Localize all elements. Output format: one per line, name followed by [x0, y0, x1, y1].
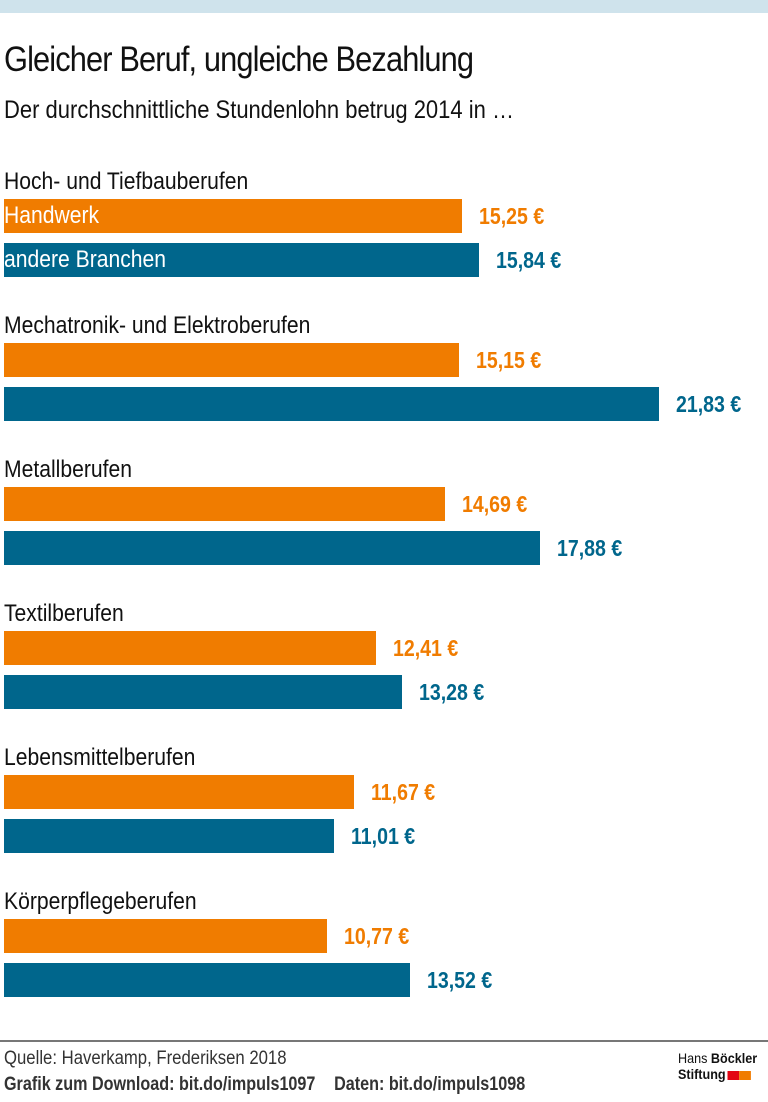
data-label: 10,77 €: [344, 923, 410, 949]
data-label: 17,88 €: [557, 535, 623, 561]
bar-handwerk: [4, 919, 328, 953]
data-label: 15,15 €: [475, 347, 541, 373]
data-label: 11,67 €: [371, 779, 436, 805]
bar-handwerk: [4, 199, 462, 233]
logo: Hans Böckler Stiftung: [678, 1050, 758, 1082]
bar-andere-branchen: [4, 963, 410, 997]
data-label: 14,69 €: [461, 491, 528, 517]
data-label: 13,52 €: [426, 967, 492, 993]
footer-divider: [0, 1040, 768, 1042]
bar-chart: Hoch- und Tiefbauberufen Handwerk 15,25 € a…: [0, 160, 768, 1020]
category-label: Hoch- und Tiefbauberufen: [4, 168, 249, 195]
data-label: 15,25 €: [478, 203, 544, 229]
legend-label: andere Branchen: [4, 246, 167, 273]
data-label: 12,41 €: [393, 635, 459, 661]
bar-andere-branchen: [4, 387, 659, 421]
category-label: Mechatronik- und Elektroberufen: [4, 312, 311, 339]
data-label: 15,84 €: [496, 247, 562, 273]
data-label: 13,28 €: [419, 679, 485, 705]
bar-handwerk: [4, 775, 355, 809]
download-links: Grafik zum Download: bit.do/impuls1097 Da…: [4, 1074, 544, 1096]
category-label: Körperpflegeberufen: [4, 888, 197, 915]
source-note: Quelle: Haverkamp, Frederiksen 2018: [4, 1048, 287, 1069]
top-band: [0, 0, 768, 13]
category-label: Textilberufen: [4, 600, 124, 627]
data-label: 11,01 €: [351, 823, 416, 849]
bar-andere-branchen: [4, 675, 403, 709]
legend-label: Handwerk: [4, 202, 100, 229]
bar-handwerk: [4, 631, 377, 665]
bar-handwerk: [4, 343, 459, 377]
bar-handwerk: [4, 487, 445, 521]
chart-title: Gleicher Beruf, ungleiche Bezahlung: [4, 40, 474, 79]
data-link[interactable]: Daten: bit.do/impuls1098: [334, 1074, 526, 1095]
chart-subtitle: Der durchschnittliche Stundenlohn betrug…: [4, 96, 514, 124]
category-label: Lebensmittelberufen: [4, 744, 196, 771]
category-label: Metallberufen: [4, 456, 132, 483]
bar-andere-branchen: [4, 819, 335, 853]
bar-andere-branchen: [4, 243, 480, 277]
data-label: 21,83 €: [676, 391, 742, 417]
download-link[interactable]: Grafik zum Download: bit.do/impuls1097: [4, 1074, 316, 1095]
bar-andere-branchen: [4, 531, 541, 565]
